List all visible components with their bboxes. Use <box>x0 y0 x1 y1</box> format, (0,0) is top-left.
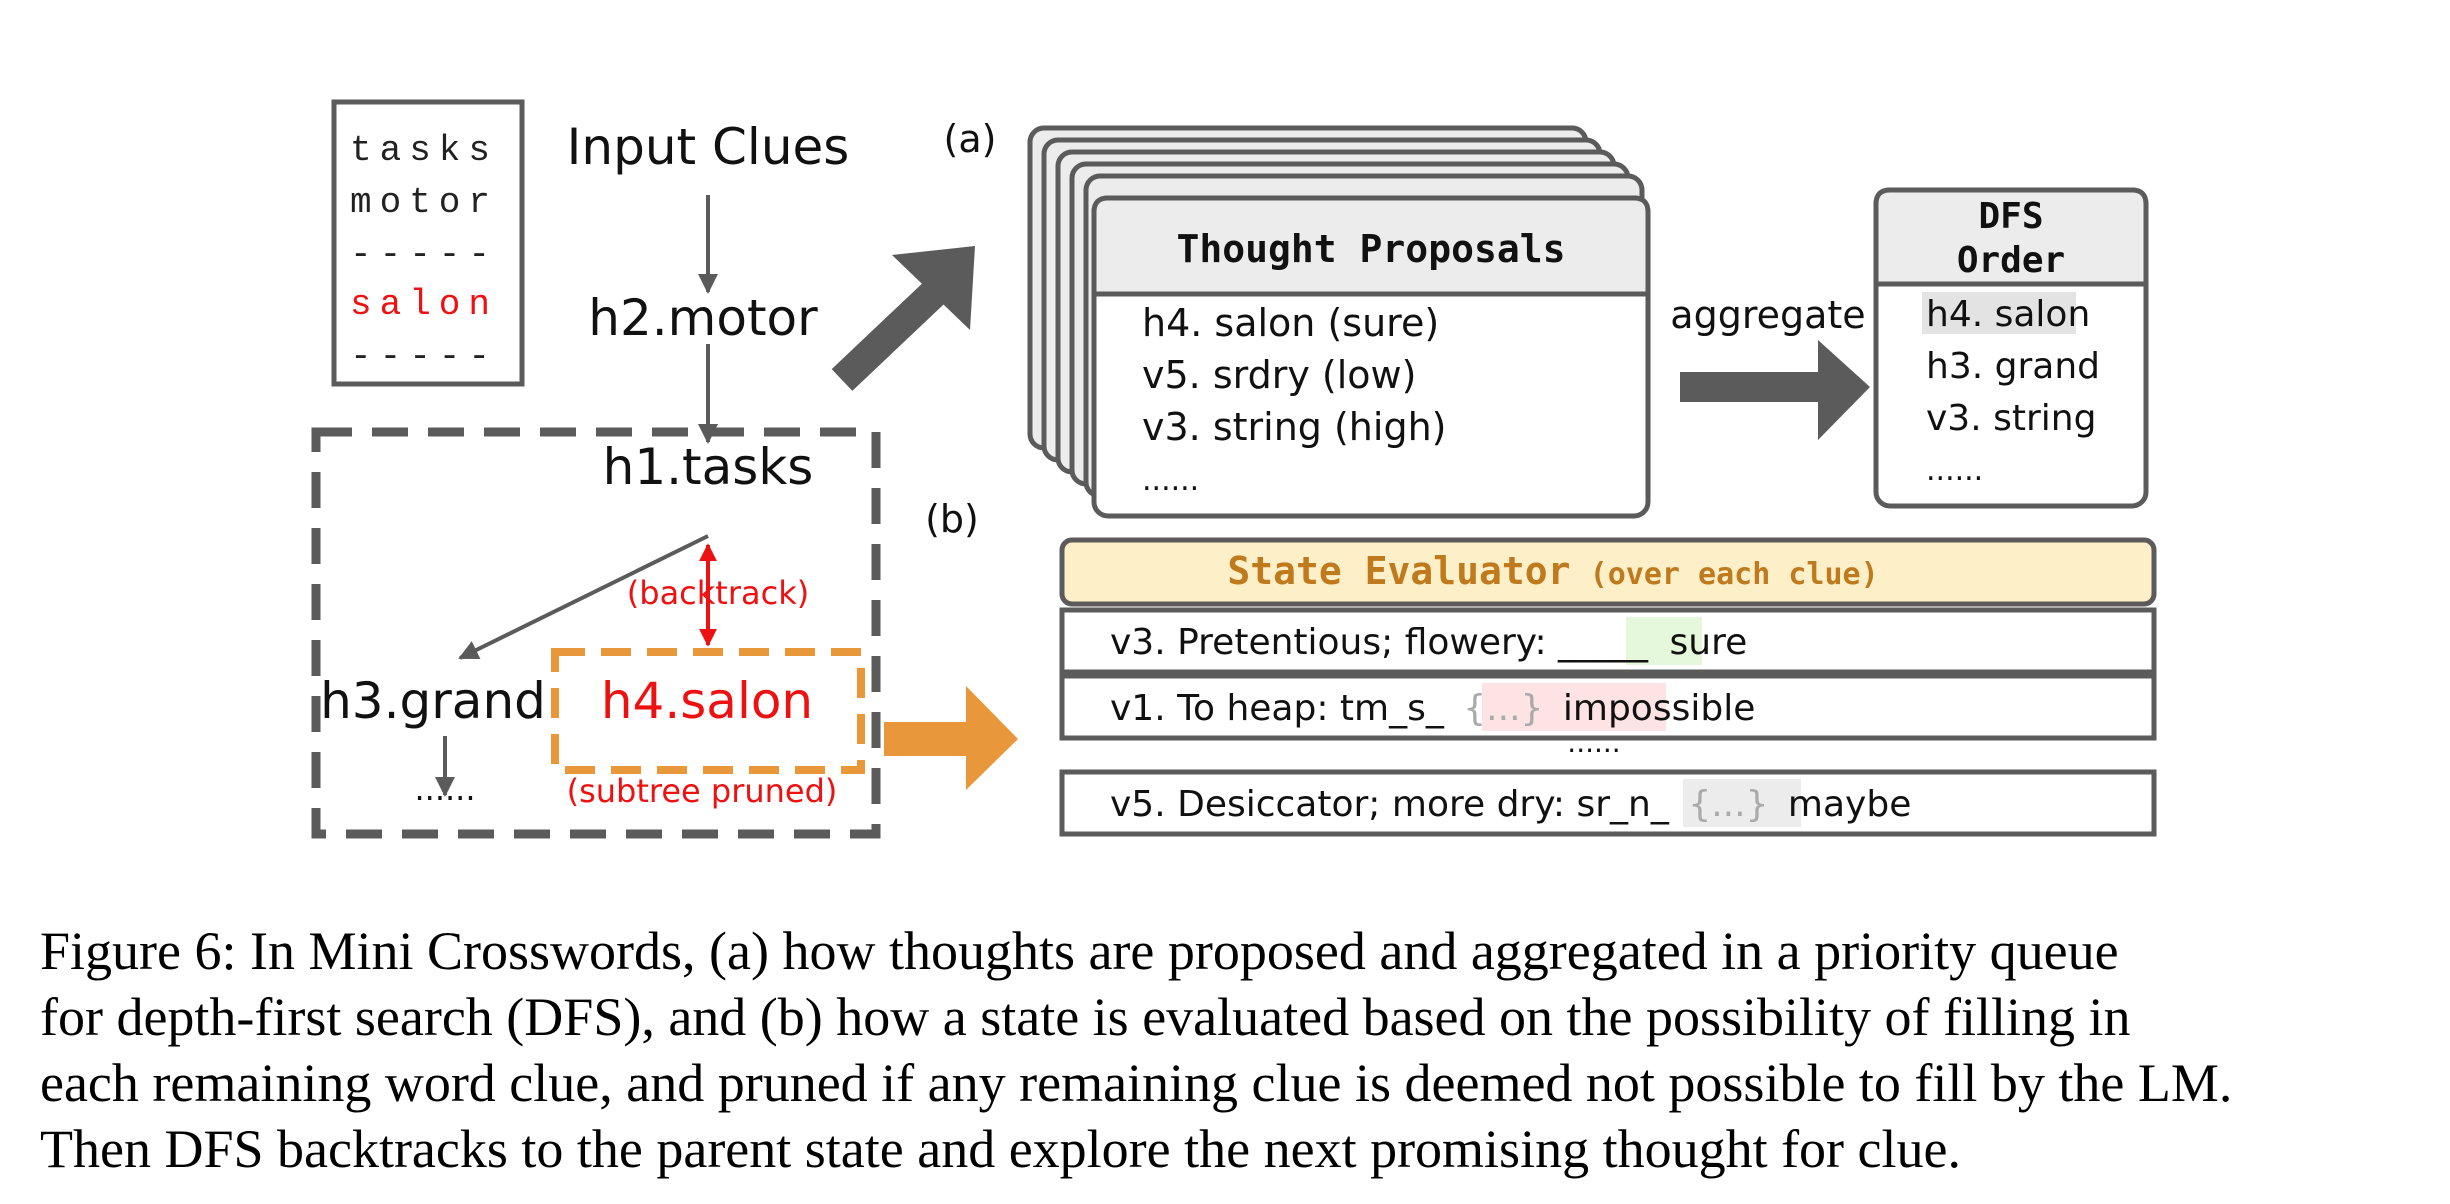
proposal-item: v5. srdry (low) <box>1142 353 1416 397</box>
search-tree: Input Clues h2.motor h1.tasks (backtrack… <box>311 118 881 839</box>
evaluator-clue: v5. Desiccator; more dry: sr_n_ <box>1110 784 1670 825</box>
proposal-item: h4. salon (sure) <box>1142 301 1439 345</box>
evaluator-row <box>1059 769 2157 837</box>
pruned-label: (subtree pruned) <box>567 772 838 810</box>
evaluator-row <box>1059 607 2157 675</box>
evaluator-row-1: v3. Pretentious; flowery: _____ sure <box>1110 622 1747 663</box>
arrow-to-proposals <box>831 246 975 391</box>
state-evaluator: State Evaluator (over each clue) v3. Pre… <box>1059 537 2157 837</box>
label-b: (b) <box>925 497 979 541</box>
node-h4-salon: h4.salon <box>601 672 813 730</box>
caption-line: Then DFS backtracks to the parent state … <box>40 1119 1961 1179</box>
dfs-item: h4. salon <box>1926 294 2090 335</box>
dfs-title-line2: Order <box>1957 240 2065 281</box>
evaluator-clue: v1. To heap: tm_s_ <box>1110 688 1445 729</box>
verdict-impossible: impossible <box>1563 688 1755 729</box>
grid-word-motor: motor <box>350 182 498 223</box>
proposal-ellipsis: ...... <box>1142 463 1199 498</box>
evaluator-gap: {...} <box>1688 784 1768 825</box>
dfs-item: h3. grand <box>1926 346 2100 387</box>
proposal-item: v3. string (high) <box>1142 405 1446 449</box>
backtrack-label: (backtrack) <box>627 574 809 612</box>
dfs-ellipsis: ...... <box>1926 453 1983 488</box>
caption-line: each remaining word clue, and pruned if … <box>40 1053 2233 1113</box>
evaluator-title: State Evaluator <box>1227 549 1570 593</box>
grid-word-blank-2: ----- <box>350 336 498 377</box>
evaluator-row-2: v1. To heap: tm_s_ {...} impossible <box>1110 688 1755 729</box>
thought-proposals-stack: Thought Proposals h4. salon (sure) v5. s… <box>1027 125 1651 519</box>
evaluator-clue: v3. Pretentious; flowery: _____ <box>1110 622 1649 663</box>
verdict-maybe: maybe <box>1788 784 1911 825</box>
evaluator-header: State Evaluator (over each clue) <box>1227 549 1878 593</box>
node-h2-motor: h2.motor <box>588 289 818 347</box>
aggregate-label: aggregate <box>1670 293 1865 337</box>
caption-line: for depth-first search (DFS), and (b) ho… <box>40 987 2131 1047</box>
evaluator-gap: {...} <box>1463 688 1543 729</box>
aggregate-arrow: aggregate <box>1670 293 1870 440</box>
figure-diagram: tasks motor ----- salon ----- Input Clue… <box>311 99 2157 839</box>
label-a: (a) <box>944 117 997 161</box>
grand-ellipsis: ...... <box>414 770 475 808</box>
evaluator-subtitle: (over each clue) <box>1590 557 1879 592</box>
node-h3-grand: h3.grand <box>320 672 546 730</box>
input-clues-label: Input Clues <box>567 118 850 176</box>
dfs-title-line1: DFS <box>1978 196 2043 237</box>
dfs-order-card: DFS Order h4. salon h3. grand v3. string… <box>1873 187 2149 509</box>
pruned-node-box <box>551 648 865 774</box>
arrow-to-evaluator <box>884 686 1018 790</box>
grid-word-salon: salon <box>350 284 498 325</box>
dfs-item: v3. string <box>1926 398 2096 439</box>
grid-word-tasks: tasks <box>350 130 498 171</box>
figure-caption: Figure 6: In Mini Crosswords, (a) how th… <box>40 918 2420 1182</box>
word-grid: tasks motor ----- salon ----- <box>331 99 525 387</box>
subtree-dashed-box <box>311 427 881 839</box>
grid-word-blank-1: ----- <box>350 234 498 275</box>
caption-line: Figure 6: In Mini Crosswords, (a) how th… <box>40 921 2119 981</box>
verdict-sure: sure <box>1670 622 1748 663</box>
node-h1-tasks: h1.tasks <box>603 438 814 496</box>
evaluator-ellipsis: ...... <box>1567 726 1620 759</box>
proposals-title: Thought Proposals <box>1177 227 1566 271</box>
evaluator-row-3: v5. Desiccator; more dry: sr_n_ {...} ma… <box>1110 784 1911 825</box>
